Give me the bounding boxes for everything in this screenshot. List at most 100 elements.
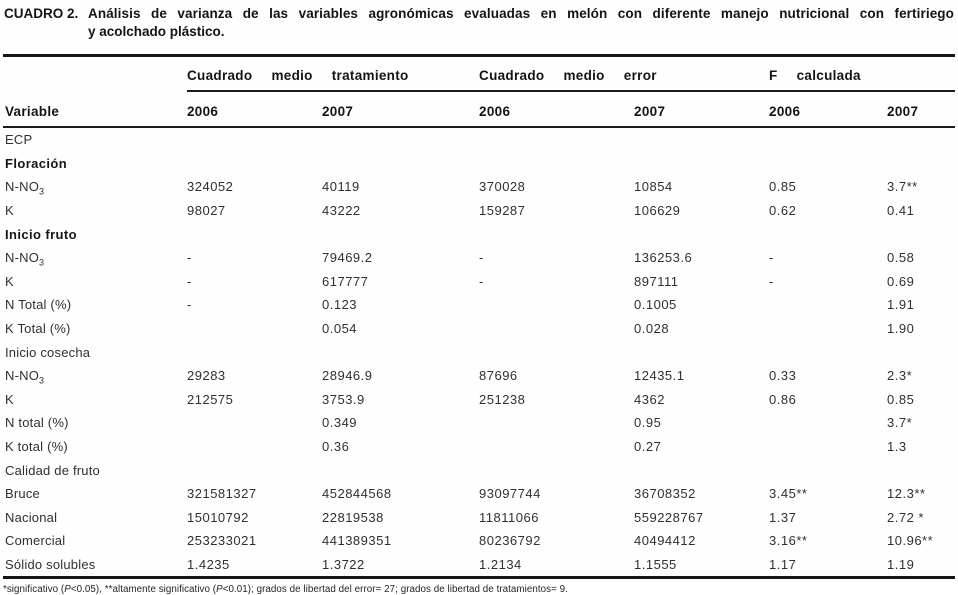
footnote-text: *significativo (: [3, 584, 65, 595]
data-cell: [769, 152, 887, 176]
data-cell: 0.41: [887, 203, 915, 219]
table-row: K total (%) 0.36 0.27 1.3: [3, 435, 955, 459]
row-label: Sólido solubles: [5, 556, 96, 572]
data-cell: 87696: [479, 368, 518, 384]
table-header: Variable Cuadrado medio tratamiento Cuad…: [3, 55, 956, 128]
data-cell: [187, 127, 322, 152]
data-cell: [887, 152, 955, 176]
row-label: Inicio fruto: [5, 226, 77, 242]
data-cell: 0.33: [769, 368, 797, 384]
table-title: CUADRO 2. Análisis de varianza de las va…: [0, 0, 958, 40]
table-row: Nacional 15010792 22819538 11811066 55922876…: [3, 506, 955, 530]
data-cell: 29283: [187, 368, 226, 384]
data-cell: 1.90: [887, 321, 915, 337]
data-cell: 0.028: [634, 321, 670, 337]
data-cell: 324052: [187, 179, 234, 195]
data-cell: 1.37: [769, 509, 797, 525]
data-cell: [887, 458, 955, 482]
data-cell: 3.7*: [887, 415, 913, 431]
year-header: 2007: [887, 91, 956, 128]
data-cell: 452844568: [322, 486, 392, 502]
data-cell: 36708352: [634, 486, 696, 502]
data-cell: 10854: [634, 179, 673, 195]
row-label: K Total (%): [5, 321, 71, 337]
data-cell: 2.3*: [887, 368, 913, 384]
data-cell: 0.1005: [634, 297, 677, 313]
data-cell: [887, 127, 955, 152]
data-cell: 43222: [322, 203, 361, 219]
row-label: N-NO3: [5, 179, 45, 198]
data-cell: 253233021: [187, 533, 257, 549]
data-cell: 370028: [479, 179, 526, 195]
data-cell: 40119: [322, 179, 360, 195]
row-label: K: [5, 273, 14, 289]
table-row: N Total (%) - 0.123 0.1005 1.91: [3, 293, 955, 317]
footnote-text: P: [64, 584, 71, 595]
data-cell: [479, 152, 634, 176]
data-cell: [479, 411, 634, 435]
table-title-text: Análisis de varianza de las variables ag…: [88, 5, 955, 40]
data-cell: 1.4235: [187, 556, 230, 572]
data-cell: -: [479, 250, 484, 266]
data-cell: 3.45**: [769, 486, 808, 502]
data-cell: [634, 340, 769, 364]
table-row: K Total (%) 0.054 0.028 1.90: [3, 317, 955, 341]
data-cell: -: [187, 250, 192, 266]
data-cell: -: [479, 273, 484, 289]
data-cell: [479, 222, 634, 246]
table-body: ECP Floración N-NO3 324052 40119 370028 10854 0…: [3, 127, 955, 578]
table-row: Inicio cosecha: [3, 340, 955, 364]
data-cell: [634, 127, 769, 152]
data-cell: 93097744: [479, 486, 541, 502]
data-cell: 617777: [322, 273, 369, 289]
data-cell: 22819538: [322, 509, 384, 525]
data-cell: 321581327: [187, 486, 257, 502]
table-row: N-NO3 324052 40119 370028 10854 0.85 3.7**: [3, 175, 955, 199]
column-group-error-mean-square: Cuadrado medio error: [479, 55, 770, 92]
data-cell: 1.17: [769, 556, 797, 572]
data-cell: 106629: [634, 203, 681, 219]
year-header: 2007: [634, 91, 770, 128]
row-label: Comercial: [5, 533, 66, 549]
data-cell: [479, 340, 634, 364]
table-row: Floración: [3, 152, 955, 176]
footnote-text: P: [216, 584, 223, 595]
data-cell: 136253.6: [634, 250, 693, 266]
data-cell: 0.123: [322, 297, 358, 313]
data-cell: 0.349: [322, 415, 358, 431]
data-cell: [187, 317, 322, 341]
table-row: K 212575 3753.9 251238 4362 0.86 0.85: [3, 388, 955, 412]
data-cell: 1.19: [887, 556, 915, 572]
table-title-line1: Análisis de varianza de las variables ag…: [88, 6, 954, 21]
data-cell: 4362: [634, 391, 665, 407]
year-header: 2006: [187, 91, 322, 128]
data-cell: [634, 458, 769, 482]
year-header: 2006: [479, 91, 635, 128]
data-cell: [769, 340, 887, 364]
table-row: Comercial 253233021 441389351 80236792 40494…: [3, 529, 955, 553]
row-label: N-NO3: [5, 368, 45, 386]
table-title-label: CUADRO 2.: [4, 6, 79, 21]
row-label: K total (%): [5, 439, 68, 455]
row-label: N Total (%): [5, 297, 72, 313]
data-cell: -: [187, 297, 192, 313]
data-cell: 0.27: [634, 439, 662, 455]
footnote-text: <0.01); grados de libertad del error= 27…: [222, 584, 568, 595]
data-cell: 12.3**: [887, 486, 926, 502]
data-cell: 1.91: [887, 297, 915, 313]
data-cell: 98027: [187, 203, 226, 219]
data-cell: 251238: [479, 391, 526, 407]
data-cell: [187, 458, 322, 482]
data-cell: [479, 435, 634, 459]
data-cell: 1.3: [887, 439, 907, 455]
data-cell: 40494412: [634, 533, 696, 549]
data-cell: 559228767: [634, 509, 704, 525]
data-cell: [887, 222, 955, 246]
year-header: 2007: [322, 91, 480, 128]
data-cell: [769, 293, 887, 317]
data-cell: 28946.9: [322, 368, 373, 384]
table-row: N-NO3 - 79469.2 - 136253.6 - 0.58: [3, 246, 955, 270]
data-cell: [769, 222, 887, 246]
data-cell: [634, 152, 769, 176]
group-header-row: Variable Cuadrado medio tratamiento Cuad…: [3, 55, 956, 128]
